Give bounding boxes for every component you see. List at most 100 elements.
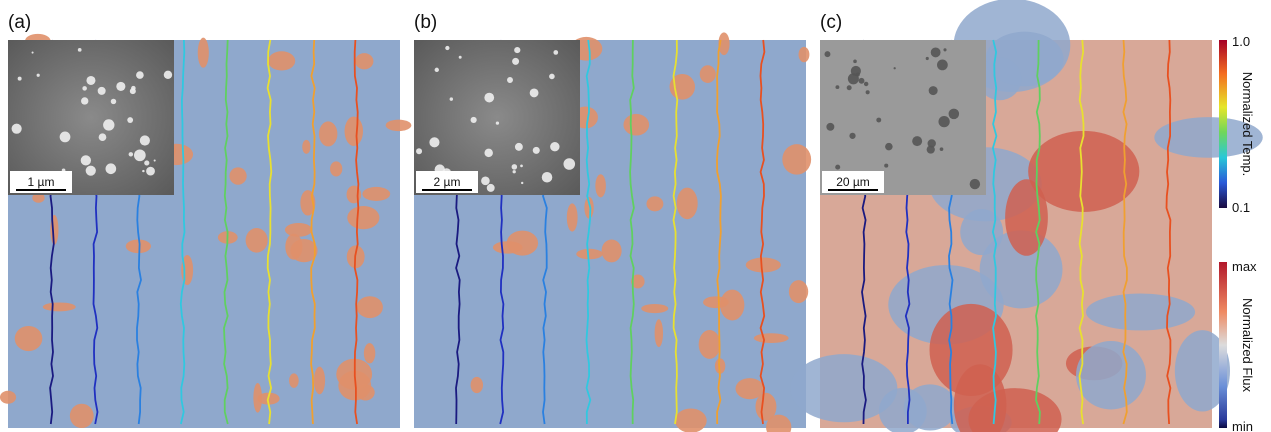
inset-grain — [82, 86, 87, 91]
inset-grain — [847, 85, 852, 90]
inset-grain — [876, 118, 881, 123]
inset-grain — [864, 82, 868, 86]
inset-grain — [533, 147, 540, 154]
panel-label: (c) — [820, 12, 842, 33]
inset-grain — [938, 116, 949, 127]
particle — [567, 203, 578, 231]
inset-grain — [885, 143, 893, 151]
inset-grain — [60, 132, 71, 143]
inset-grain — [435, 68, 439, 72]
particle — [677, 188, 698, 220]
inset-grain — [37, 74, 40, 77]
inset-grain — [859, 78, 865, 84]
particle — [576, 249, 603, 259]
inset-grain — [940, 147, 944, 151]
inset-grain — [553, 50, 558, 55]
inset-grain — [849, 133, 855, 139]
region — [930, 304, 1013, 396]
particle — [595, 174, 606, 197]
particle — [285, 223, 312, 237]
particle — [229, 167, 246, 184]
particle — [782, 144, 811, 175]
particle — [386, 120, 412, 131]
inset-grain — [884, 164, 888, 168]
inset-grain — [926, 57, 929, 60]
particle — [268, 51, 295, 70]
temp-bottom: 0.1 — [1232, 200, 1250, 215]
inset-grain — [134, 149, 146, 161]
inset-grain — [154, 159, 156, 161]
particle — [754, 333, 789, 343]
inset-grain — [86, 76, 95, 85]
inset-grain — [521, 182, 523, 184]
inset-grain — [81, 155, 91, 165]
panel-label: (b) — [414, 12, 437, 33]
inset-grain — [484, 93, 494, 103]
region — [960, 209, 1003, 255]
particle — [15, 326, 43, 351]
scale-bar-label: 2 µm — [434, 175, 461, 189]
panel: 2 µm (b) — [414, 12, 811, 432]
inset-grain — [459, 56, 462, 59]
inset-grain — [515, 143, 523, 151]
particle — [0, 391, 16, 404]
particle — [675, 408, 707, 432]
particle — [789, 280, 808, 303]
inset-grain — [928, 139, 936, 147]
region — [1086, 294, 1195, 331]
inset-grain — [111, 99, 116, 104]
inset-grain — [32, 52, 34, 54]
inset-grain — [826, 123, 834, 131]
particle — [703, 296, 729, 308]
region — [790, 354, 897, 422]
particle — [364, 343, 375, 363]
particle — [198, 38, 209, 68]
inset-grain — [943, 48, 946, 51]
inset-grain — [825, 51, 831, 57]
inset-grain — [970, 179, 980, 189]
flux-top: max — [1232, 259, 1257, 274]
particle — [246, 228, 268, 253]
particle — [471, 377, 483, 393]
inset-grain — [164, 71, 172, 79]
flux-colorbar — [1219, 262, 1227, 428]
region — [904, 384, 957, 430]
temp-top: 1.0 — [1232, 34, 1250, 49]
inset-grain — [848, 73, 859, 84]
particle — [646, 196, 663, 211]
inset-grain — [931, 47, 941, 57]
figure: 1 µm(a)2 µm(b)20 µm(c) 1.0 0.1 max min N… — [0, 0, 1271, 432]
inset-grain — [520, 165, 523, 168]
inset-grain — [487, 184, 495, 192]
flux-bottom: min — [1232, 419, 1253, 432]
inset-grain — [416, 148, 422, 154]
particle — [70, 404, 94, 428]
inset-grain — [512, 58, 519, 65]
inset-grain — [445, 46, 449, 50]
inset-grain — [514, 47, 520, 53]
panel: 1 µm(a) — [0, 12, 411, 428]
particle — [253, 383, 262, 413]
inset-grain — [429, 137, 439, 147]
particle — [655, 319, 663, 347]
inset-grain — [549, 74, 555, 80]
panel-label: (a) — [8, 12, 31, 33]
inset-grain — [937, 60, 948, 71]
scale-bar-label: 20 µm — [836, 175, 870, 189]
inset-grain — [12, 124, 22, 134]
inset-grain — [530, 89, 539, 98]
particle — [302, 140, 310, 154]
particle — [126, 239, 151, 253]
particle — [345, 117, 363, 146]
inset-grain — [912, 136, 922, 146]
inset-grain — [106, 163, 117, 174]
inset-grain — [116, 82, 125, 91]
inset-grain — [129, 152, 133, 156]
particle — [699, 330, 721, 359]
inset-grain — [78, 48, 82, 52]
inset-grain — [484, 149, 492, 157]
inset-grain — [81, 97, 88, 104]
inset-grain — [550, 142, 559, 151]
inset-grain — [131, 86, 136, 91]
particle — [746, 258, 781, 273]
